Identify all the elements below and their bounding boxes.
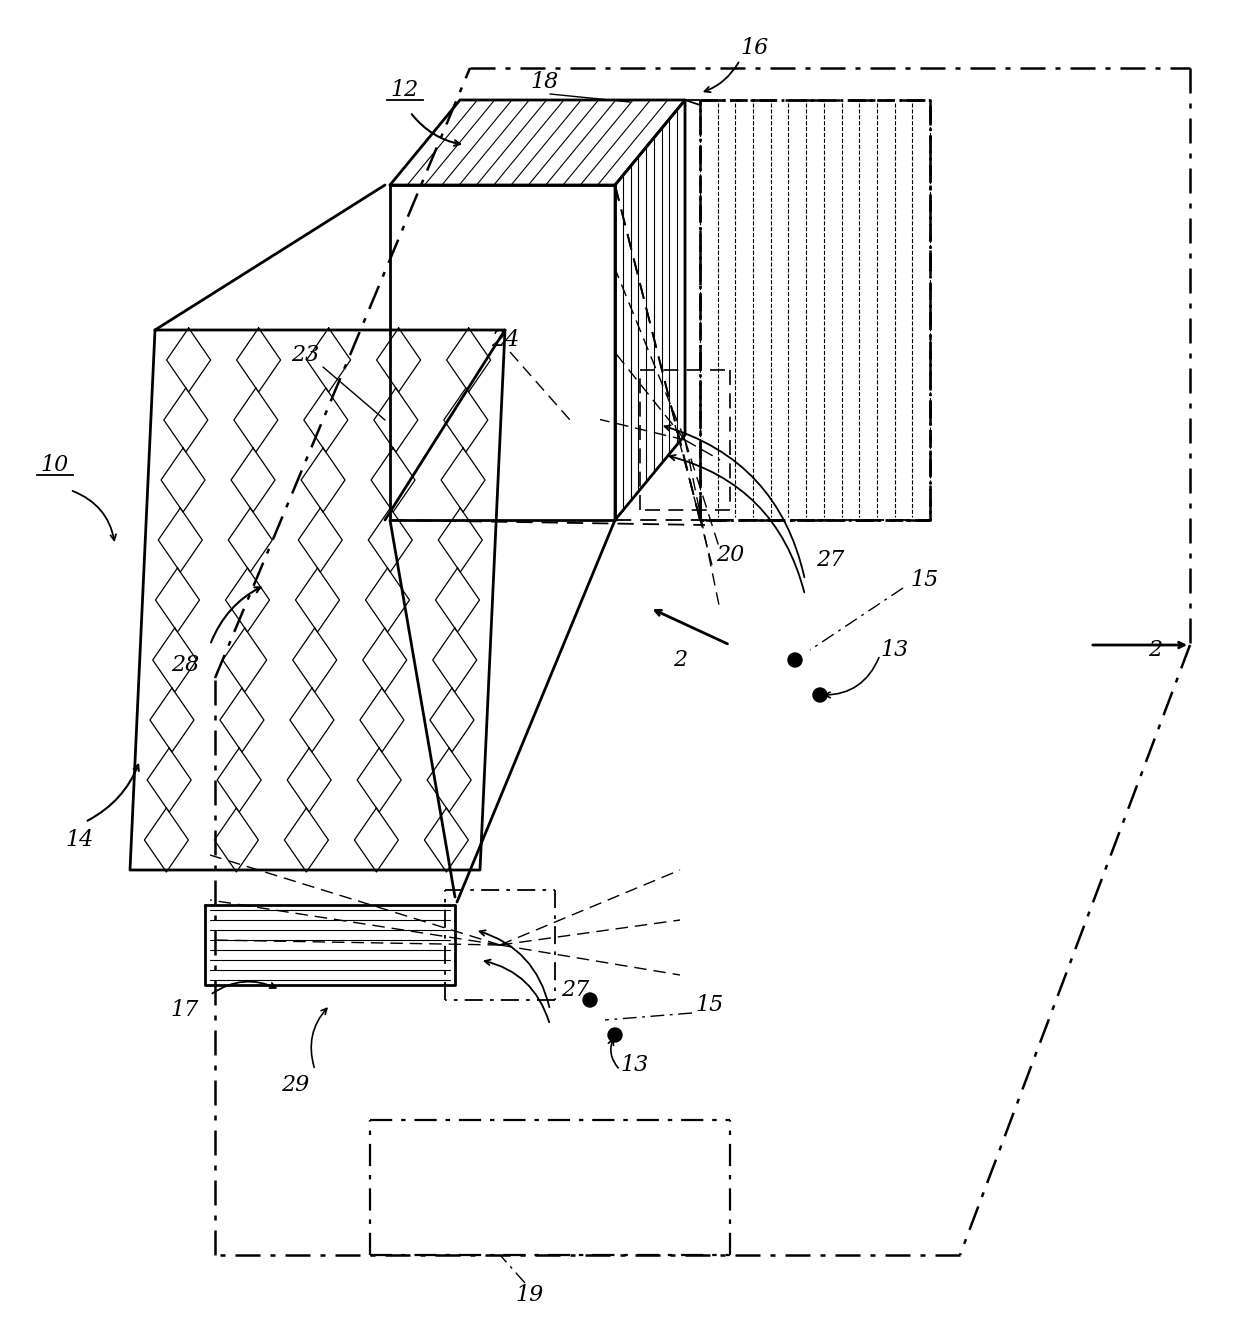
Text: 18: 18 [531,71,559,92]
Text: 15: 15 [696,993,724,1016]
Text: 2: 2 [673,649,687,671]
Text: 13: 13 [880,639,909,660]
Text: 28: 28 [171,654,200,676]
Text: 15: 15 [911,569,939,590]
Text: 17: 17 [171,999,200,1021]
Text: 10: 10 [41,454,69,476]
Text: 19: 19 [516,1284,544,1306]
Circle shape [608,1028,622,1042]
Text: 12: 12 [391,79,419,100]
Text: 14: 14 [66,830,94,851]
Text: 16: 16 [740,37,769,59]
Circle shape [813,688,827,701]
Text: 27: 27 [560,979,589,1001]
Text: 24: 24 [491,329,520,351]
Text: 13: 13 [621,1054,649,1077]
Text: 2: 2 [1148,639,1162,660]
Text: 27: 27 [816,550,844,571]
Text: 23: 23 [291,343,319,366]
Circle shape [583,993,596,1007]
Text: 29: 29 [281,1074,309,1096]
Circle shape [787,653,802,667]
Text: 20: 20 [715,544,744,565]
